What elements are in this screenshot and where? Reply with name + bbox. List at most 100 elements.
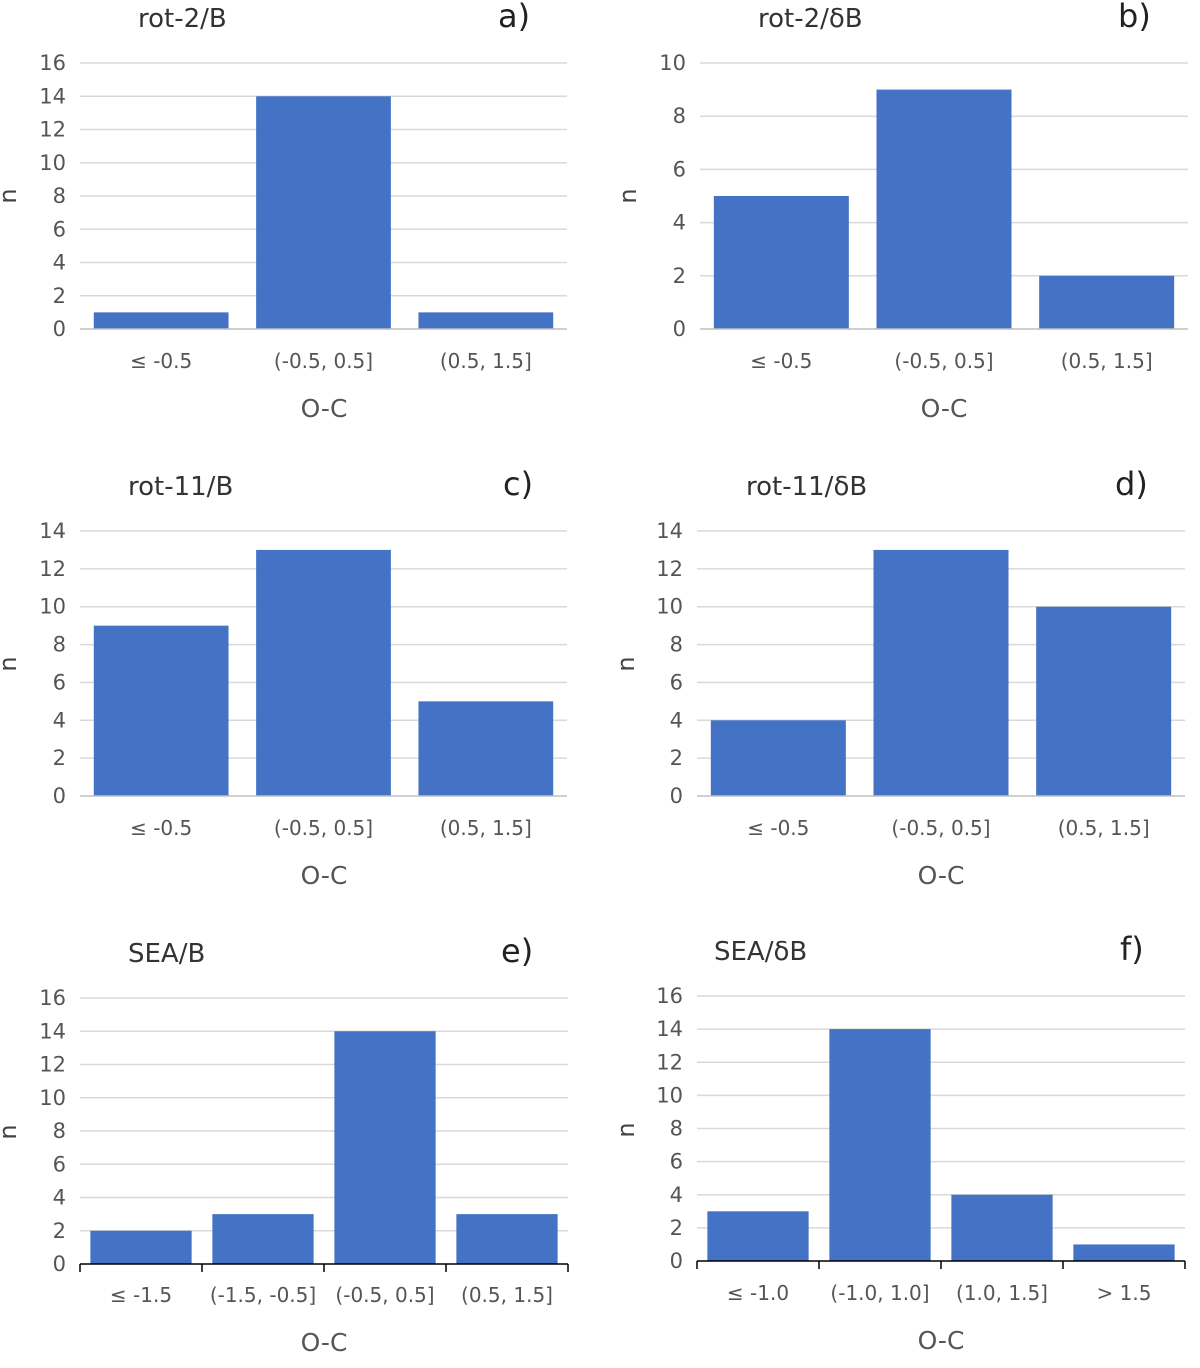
panel-a-xtick-label: ≤ -0.5	[130, 349, 192, 373]
panel-a-xtick-label: (0.5, 1.5]	[440, 349, 532, 373]
panel-e-ytick-label: 16	[39, 986, 66, 1010]
panel-b-plot: 0 2 4 6 8 10 ≤ -0.5 (-0.5, 0.5] (0.5, 1.5]	[659, 51, 1188, 373]
panel-a-xtick-label: (-0.5, 0.5]	[274, 349, 373, 373]
panel-c-ytick-label: 14	[39, 519, 66, 543]
panel-d-xtick-label: (0.5, 1.5]	[1058, 816, 1150, 840]
panel-f-xtick-label: ≤ -1.0	[727, 1281, 789, 1305]
panel-b-xtick-label: ≤ -0.5	[750, 349, 812, 373]
panel-a-letter: a)	[498, 0, 530, 35]
panel-e-ytick-label: 6	[53, 1152, 66, 1176]
panel-a-plot: 0 2 4 6 8 10 12 14 16 ≤ -0.5 (-0.5, 0.5] (0.5, 1.5]	[39, 51, 567, 373]
panel-c-xlabel: O-C	[301, 861, 348, 890]
panel-c-bar	[93, 625, 229, 796]
panel-f: SEA/δB f) n O-C 0 2 4 6 8 10 12 14 16 ≤ -1.0 (-1.0…	[612, 930, 1186, 1355]
panel-b-bar	[876, 89, 1012, 329]
panel-a-ytick-label: 16	[39, 51, 66, 75]
panel-a-ytick-label: 12	[39, 118, 66, 142]
panel-c-letter: c)	[503, 465, 533, 503]
panel-f-bar	[951, 1194, 1053, 1261]
panel-f-ytick-label: 2	[670, 1216, 683, 1240]
panel-e-ytick-label: 10	[39, 1086, 66, 1110]
panel-b-ytick-label: 6	[673, 157, 686, 181]
panel-f-xtick-label: > 1.5	[1097, 1281, 1152, 1305]
panel-a-ytick-label: 8	[53, 184, 66, 208]
panel-a-ytick-label: 10	[39, 151, 66, 175]
panel-c-xtick-label: ≤ -0.5	[130, 816, 192, 840]
panel-b-ytick-label: 2	[673, 264, 686, 288]
panel-b-xtick-label: (0.5, 1.5]	[1061, 349, 1153, 373]
panel-e-xtick-label: (0.5, 1.5]	[461, 1283, 553, 1307]
panel-e-bar	[212, 1214, 314, 1264]
panel-e-xlabel: O-C	[301, 1328, 348, 1357]
panel-d-bar	[873, 549, 1009, 796]
panel-e-ytick-label: 14	[39, 1019, 66, 1043]
panel-b-ytick-label: 4	[673, 211, 686, 235]
panel-c-ytick-label: 8	[53, 633, 66, 657]
panel-e-ytick-label: 0	[53, 1252, 66, 1276]
panel-f-ytick-label: 10	[656, 1083, 683, 1107]
panel-d-title: rot-11/δB	[746, 472, 867, 502]
panel-c-ytick-label: 0	[53, 784, 66, 808]
panel-f-ytick-label: 4	[670, 1183, 683, 1207]
panel-d-ytick-label: 4	[670, 708, 683, 732]
panel-e-ytick-label: 12	[39, 1053, 66, 1077]
panel-d-bar	[710, 720, 846, 796]
panel-b-ytick-label: 0	[673, 317, 686, 341]
panel-e: SEA/B e) n O-C 0 2 4 6 8 10 12 14 16 ≤ -1.5 (-1.5,…	[0, 932, 569, 1357]
panel-e-xtick-label: ≤ -1.5	[110, 1283, 172, 1307]
panel-c-ytick-label: 4	[53, 708, 66, 732]
panel-d-ytick-label: 2	[670, 746, 683, 770]
panel-a-ytick-label: 2	[53, 284, 66, 308]
panel-c-bar	[256, 549, 391, 796]
panel-d-bar	[1036, 606, 1172, 796]
panel-d-ylabel: n	[612, 656, 640, 671]
panel-e-xtick-label: (-0.5, 0.5]	[335, 1283, 434, 1307]
panel-b-letter: b)	[1118, 0, 1151, 35]
panel-d-xlabel: O-C	[918, 861, 965, 890]
panel-f-ytick-label: 8	[670, 1117, 683, 1141]
panel-f-bar	[1073, 1244, 1175, 1261]
panel-f-ytick-label: 6	[670, 1150, 683, 1174]
panel-d-plot: 0 2 4 6 8 10 12 14 ≤ -0.5 (-0.5, 0.5] (0.5, 1.5]	[656, 519, 1185, 840]
panel-b-title: rot-2/δB	[758, 4, 863, 34]
panel-e-xtick-label: (-1.5, -0.5]	[210, 1283, 316, 1307]
panel-e-letter: e)	[501, 932, 533, 970]
panel-d-ytick-label: 14	[656, 519, 683, 543]
panel-d-ytick-label: 12	[656, 557, 683, 581]
panel-a-bar	[256, 96, 391, 329]
panel-d: rot-11/δB d) n O-C 0 2 4 6 8 10 12 14 ≤ -0.5 (-0.…	[612, 465, 1185, 890]
panel-d-xtick-label: (-0.5, 0.5]	[891, 816, 990, 840]
panel-c-bar	[418, 701, 554, 796]
panel-b-ylabel: n	[614, 188, 642, 203]
panel-e-title: SEA/B	[128, 939, 205, 969]
panel-a-ytick-label: 4	[53, 251, 66, 275]
panel-c-xtick-label: (-0.5, 0.5]	[274, 816, 373, 840]
panel-f-letter: f)	[1120, 930, 1144, 968]
panel-d-ytick-label: 0	[670, 784, 683, 808]
panel-d-xtick-label: ≤ -0.5	[747, 816, 809, 840]
panel-e-ylabel: n	[0, 1124, 22, 1139]
panel-e-ytick-label: 4	[53, 1186, 66, 1210]
panel-c-title: rot-11/B	[128, 472, 233, 502]
panel-f-ytick-label: 14	[656, 1017, 683, 1041]
panel-e-plot: 0 2 4 6 8 10 12 14 16 ≤ -1.5 (-1.5, -0.5] (-0.5, 0.…	[39, 986, 569, 1307]
panel-b-ytick-label: 8	[673, 104, 686, 128]
panel-f-bar	[707, 1211, 809, 1261]
panel-a-bar	[418, 312, 554, 329]
panel-f-title: SEA/δB	[714, 937, 807, 967]
panel-a: rot-2/B a) n O-C 0 2 4 6 8 10 12 14 16 ≤ -0.5 (-0.…	[0, 0, 567, 423]
panel-d-ytick-label: 8	[670, 633, 683, 657]
panel-c-ytick-label: 12	[39, 557, 66, 581]
panel-b-xlabel: O-C	[921, 394, 968, 423]
panel-c-ylabel: n	[0, 656, 22, 671]
panel-b-xtick-label: (-0.5, 0.5]	[894, 349, 993, 373]
panel-e-bar	[456, 1214, 558, 1264]
panel-a-bar	[93, 312, 229, 329]
panel-b: rot-2/δB b) n O-C 0 2 4 6 8 10 ≤ -0.5 (-0.5, 0.…	[614, 0, 1188, 423]
panel-e-bar	[334, 1031, 436, 1264]
panel-c-ytick-label: 6	[53, 670, 66, 694]
panel-c: rot-11/B c) n O-C 0 2 4 6 8 10 12 14 ≤ -0.5 (-0.5…	[0, 465, 567, 890]
panel-f-bar	[829, 1029, 931, 1261]
panel-f-xlabel: O-C	[918, 1326, 965, 1355]
